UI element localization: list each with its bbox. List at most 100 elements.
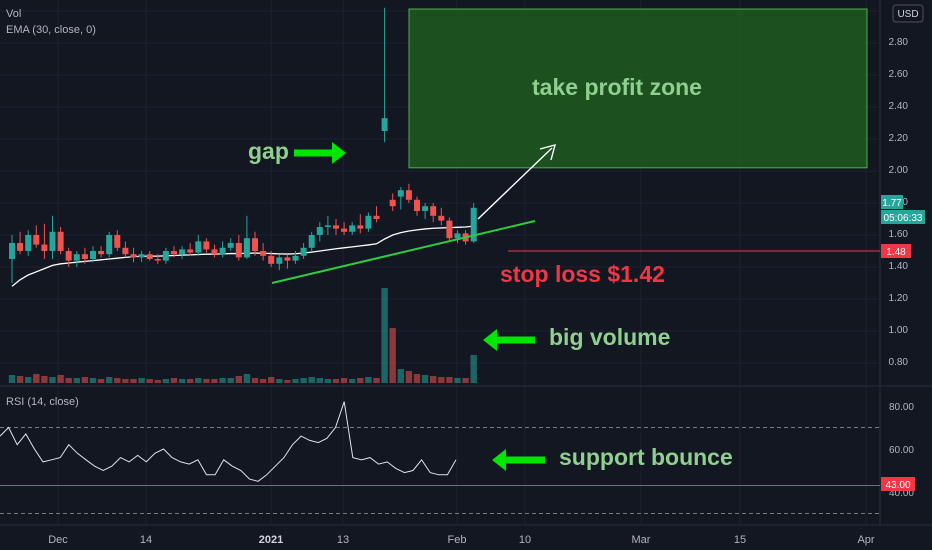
candle-body [235,243,242,258]
time-label-10: 10 [519,534,531,546]
candle-body [122,247,129,255]
candle-body [430,206,437,216]
take-profit-zone [408,8,868,169]
legend-rsi[interactable]: RSI (14, close) [6,396,79,408]
volume-bar [292,379,299,383]
candle-body [187,249,194,253]
time-label-apr: Apr [857,534,874,546]
last-price-badge [881,195,903,209]
volume-bar [381,288,388,383]
volume-bar [324,379,332,383]
volume-bar [397,369,404,383]
candle-body [98,251,105,255]
price-tick-2-60: 2.60 [889,69,909,80]
stop-loss-label: stop loss $1.42 [500,261,665,287]
rsi-line [0,401,457,482]
volume-bar [97,379,105,383]
volume-bar [438,377,445,383]
volume-bar [365,377,372,383]
stop-line-text: 1.48 [886,247,906,258]
rsi-tick-80: 80.00 [889,402,914,413]
volume-bar [430,376,437,383]
price-tick-2-40: 2.40 [889,101,909,112]
volume-bar [219,378,226,383]
candle-body [33,235,40,245]
volume-bar [57,375,64,383]
rsi-tick-40: 40.00 [889,488,914,499]
volume-bar [122,379,129,383]
ema-polyline [11,225,474,287]
volume-bar [357,378,364,383]
candle-body [25,235,32,251]
rsi-pane [0,401,880,514]
volume-bar [8,375,16,383]
time-label-dec: Dec [48,534,68,546]
currency-button[interactable] [892,4,924,23]
candle-body [381,118,388,131]
volume-bars [8,288,477,383]
volume-bar [138,378,145,383]
stop-line-badge [881,244,911,258]
support-trendline [271,220,536,284]
candle-body [341,228,348,232]
candle-body [219,247,226,255]
volume-bar [49,377,56,383]
volume-bar [259,379,267,383]
volume-bar [187,379,194,383]
volume-bar [470,355,477,383]
volume-bar [65,378,72,383]
volume-bar [405,371,413,383]
countdown-text: 05:06:33 [884,213,923,224]
candle-body [284,257,291,261]
volume-bar [389,328,396,383]
candle-body [81,254,88,259]
volume-bar [454,378,461,383]
candle-body [195,241,202,253]
candle-body [138,254,145,258]
arrow-head [332,142,346,164]
price-tick-0-80: 0.80 [889,357,909,368]
volume-bar [162,379,170,383]
support-bounce-arrow-icon [492,449,545,471]
legend-vol[interactable]: Vol [6,8,21,20]
legend-ema[interactable]: EMA (30, close, 0) [6,24,96,36]
candle-body [276,257,283,264]
drawings [271,142,880,471]
take-profit-rect [408,8,868,169]
candle-body [316,227,323,235]
time-label-13: 13 [337,534,349,546]
take-profit-label: take profit zone [532,74,702,100]
candle-body [90,251,96,259]
volume-bar [300,378,307,383]
candle-body [146,254,153,259]
volume-bar [276,379,283,383]
time-label-14: 14 [140,534,152,546]
volume-bar [211,379,218,383]
volume-bar [203,379,210,383]
candle-body [65,251,72,261]
candle-body [171,251,177,255]
price-tick-1-40: 1.40 [889,261,909,272]
last-price-text: 1.77 [882,198,902,209]
currency-label: USD [897,9,918,20]
rsi-line-text: 43.00 [885,480,910,491]
candle-body [106,235,113,255]
volume-bar [332,379,340,383]
candle-body [438,215,445,221]
candle-body [203,241,210,250]
volume-bar [178,379,186,383]
candle-body [349,225,356,232]
time-label-mar: Mar [632,534,651,546]
candle-body [414,199,420,211]
volume-bar [340,378,348,383]
volume-bar [33,374,40,383]
volume-bar [170,378,178,383]
volume-bar [25,377,32,383]
arrow-head [483,329,497,351]
candle-body [73,254,80,261]
volume-bar [421,375,429,383]
volume-bar [462,378,469,383]
big-volume-arrow-icon [483,329,535,351]
volume-bar [284,380,291,383]
